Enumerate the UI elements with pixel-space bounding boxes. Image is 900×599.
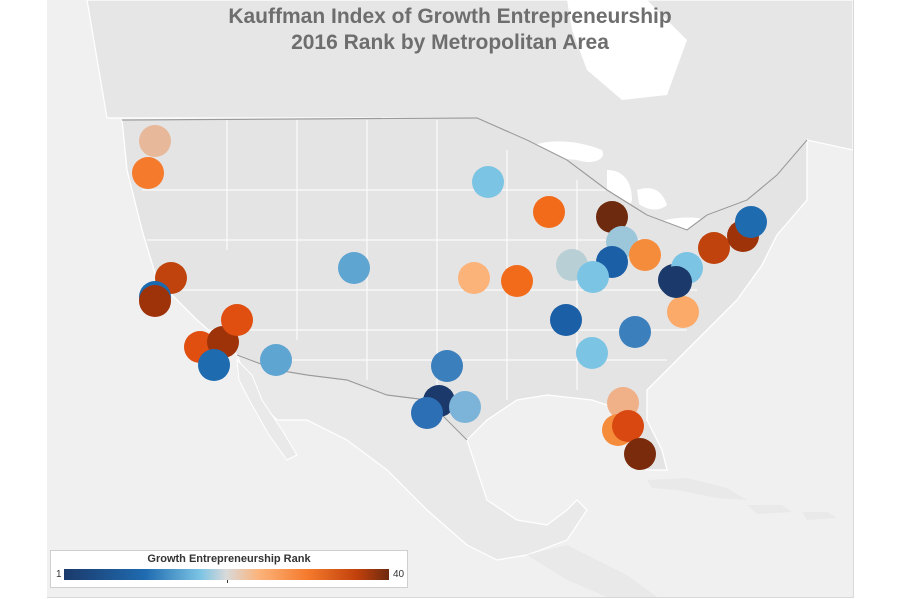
metro-marker[interactable] — [596, 201, 628, 233]
metro-marker[interactable] — [139, 125, 171, 157]
metro-marker[interactable] — [629, 239, 661, 271]
metro-marker[interactable] — [260, 344, 292, 376]
legend-min-label: 1 — [56, 569, 62, 580]
metro-marker[interactable] — [533, 196, 565, 228]
metro-marker[interactable] — [660, 266, 692, 298]
metro-marker[interactable] — [411, 397, 443, 429]
legend-gradient-bar — [64, 569, 389, 580]
legend-tick — [227, 580, 228, 583]
metro-marker[interactable] — [132, 157, 164, 189]
legend-title: Growth Entrepreneurship Rank — [147, 553, 311, 565]
metro-marker[interactable] — [338, 252, 370, 284]
basemap[interactable] — [47, 0, 853, 597]
hudson-bay — [567, 0, 687, 100]
map-title: Kauffman Index of Growth Entrepreneurshi… — [47, 4, 853, 56]
metro-marker[interactable] — [449, 391, 481, 423]
metro-marker[interactable] — [458, 262, 490, 294]
land-central-america — [527, 545, 657, 597]
land-caribbean — [647, 478, 837, 520]
metro-marker[interactable] — [612, 410, 644, 442]
metro-markers — [132, 125, 767, 470]
metro-marker[interactable] — [198, 349, 230, 381]
metro-marker[interactable] — [576, 337, 608, 369]
metro-marker[interactable] — [667, 296, 699, 328]
color-legend: Growth Entrepreneurship Rank 1 40 — [50, 550, 408, 588]
metro-marker[interactable] — [624, 438, 656, 470]
land-baja — [236, 358, 298, 461]
metro-marker[interactable] — [619, 316, 651, 348]
title-line-2: 2016 Rank by Metropolitan Area — [291, 31, 609, 54]
metro-marker[interactable] — [698, 232, 730, 264]
map-frame: Kauffman Index of Growth Entrepreneurshi… — [47, 0, 854, 598]
metro-marker[interactable] — [431, 350, 463, 382]
state-lines — [142, 120, 697, 400]
metro-marker[interactable] — [735, 206, 767, 238]
metro-marker[interactable] — [139, 285, 171, 317]
metro-marker[interactable] — [221, 304, 253, 336]
metro-marker[interactable] — [501, 265, 533, 297]
legend-max-label: 40 — [393, 569, 405, 580]
metro-marker[interactable] — [577, 261, 609, 293]
metro-marker[interactable] — [550, 304, 582, 336]
title-line-1: Kauffman Index of Growth Entrepreneurshi… — [228, 5, 672, 28]
great-lakes — [527, 141, 707, 234]
border-line — [121, 117, 808, 231]
metro-marker[interactable] — [472, 166, 504, 198]
